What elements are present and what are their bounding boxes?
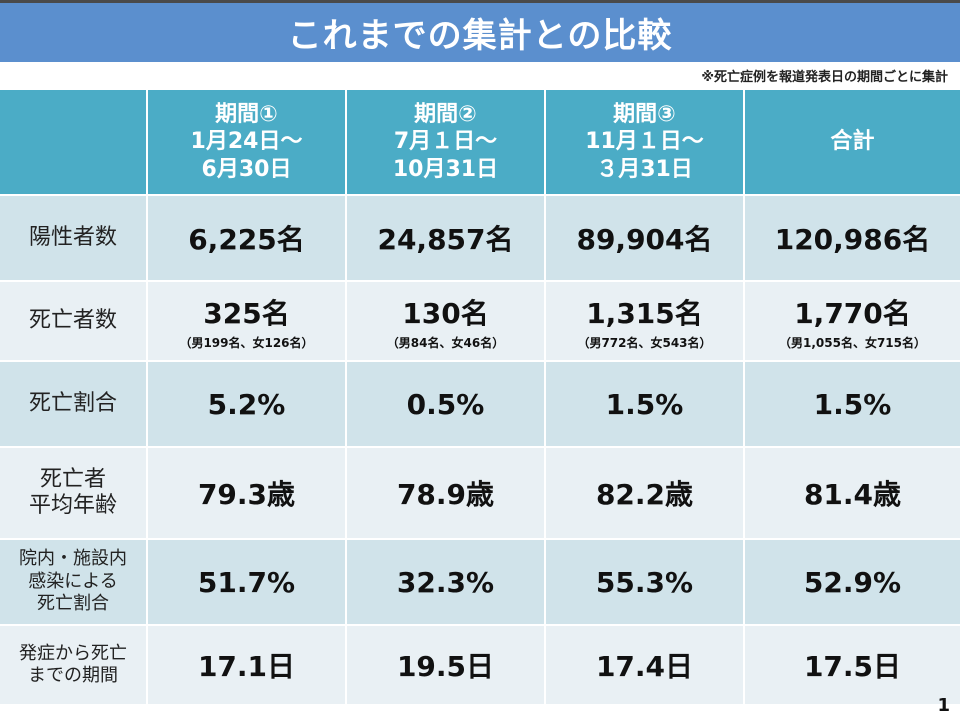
row-label-line: までの期間 bbox=[28, 665, 118, 686]
table-cell: 82.2歳 bbox=[546, 448, 745, 540]
table-cell: 17.4日 bbox=[546, 626, 745, 706]
cell-value: 1.5% bbox=[813, 387, 892, 421]
table-cell: 79.3歳 bbox=[148, 448, 347, 540]
table-cell: 17.5日 bbox=[745, 626, 960, 706]
table-row-facility-infection: 院内・施設内 感染による 死亡割合 51.7% 32.3% 55.3% 52.9… bbox=[0, 540, 960, 626]
header-period-1: 期間① 1月24日～ 6月30日 bbox=[148, 90, 347, 196]
table-cell: 5.2% bbox=[148, 362, 347, 448]
header-label: 合計 bbox=[830, 129, 875, 155]
header-period-2: 期間② 7月１日～ 10月31日 bbox=[347, 90, 546, 196]
cell-value: 17.5日 bbox=[803, 650, 902, 683]
table-cell: 81.4歳 bbox=[745, 448, 960, 540]
comparison-table: 期間① 1月24日～ 6月30日 期間② 7月１日～ 10月31日 期間③ 11… bbox=[0, 90, 960, 706]
header-range-start: 11月１日～ bbox=[585, 129, 704, 155]
cell-value: 52.9% bbox=[803, 565, 902, 599]
table-cell: 130名 （男84名、女46名） bbox=[347, 282, 546, 362]
table-cell: 24,857名 bbox=[347, 196, 546, 282]
cell-subvalue: （男199名、女126名） bbox=[179, 335, 314, 350]
corner-cell bbox=[0, 90, 148, 196]
row-label: 院内・施設内 感染による 死亡割合 bbox=[0, 540, 148, 626]
table-cell: 325名 （男199名、女126名） bbox=[148, 282, 347, 362]
table-cell: 1.5% bbox=[745, 362, 960, 448]
row-label-line: 死亡割合 bbox=[37, 593, 109, 615]
header-range-start: 1月24日～ bbox=[190, 129, 303, 155]
header-range-end: 6月30日 bbox=[201, 156, 292, 182]
table-cell: 55.3% bbox=[546, 540, 745, 626]
row-label: 陽性者数 bbox=[0, 196, 148, 282]
row-label-line: 感染による bbox=[28, 570, 118, 592]
row-label: 死亡割合 bbox=[0, 362, 148, 448]
cell-value: 17.1日 bbox=[197, 650, 296, 683]
header-range-end: 10月31日 bbox=[392, 156, 499, 182]
page-number: 1 bbox=[937, 695, 950, 716]
cell-value: 51.7% bbox=[197, 565, 296, 599]
table-header-row: 期間① 1月24日～ 6月30日 期間② 7月１日～ 10月31日 期間③ 11… bbox=[0, 90, 960, 196]
cell-value: 120,986名 bbox=[774, 223, 931, 256]
page-title: これまでの集計との比較 bbox=[287, 16, 673, 56]
table-cell: 51.7% bbox=[148, 540, 347, 626]
header-range-start: 7月１日～ bbox=[393, 129, 498, 155]
table-cell: 1,315名 （男772名、女543名） bbox=[546, 282, 745, 362]
table-cell: 6,225名 bbox=[148, 196, 347, 282]
title-bar: これまでの集計との比較 bbox=[0, 0, 960, 62]
row-label-line: 院内・施設内 bbox=[19, 548, 127, 570]
header-total: 合計 bbox=[745, 90, 960, 196]
row-label: 死亡者数 bbox=[0, 282, 148, 362]
row-label-line: 死亡者 bbox=[39, 466, 106, 492]
cell-subvalue: （男1,055名、女715名） bbox=[778, 335, 926, 350]
cell-subvalue: （男84名、女46名） bbox=[386, 335, 505, 350]
header-range-end: ３月31日 bbox=[596, 156, 693, 182]
cell-value: 1,315名 bbox=[586, 296, 703, 330]
footnote: ※死亡症例を報道発表日の期間ごとに集計 bbox=[701, 70, 948, 85]
cell-value: 130名 bbox=[402, 296, 489, 330]
table-cell: 120,986名 bbox=[745, 196, 960, 282]
table-cell: 17.1日 bbox=[148, 626, 347, 706]
cell-value: 1.5% bbox=[605, 387, 684, 421]
cell-value: 1,770名 bbox=[794, 296, 911, 330]
row-label: 死亡者 平均年齢 bbox=[0, 448, 148, 540]
cell-value: 0.5% bbox=[406, 387, 485, 421]
header-label: 期間② bbox=[414, 101, 477, 127]
cell-value: 6,225名 bbox=[188, 223, 305, 256]
table-cell: 78.9歳 bbox=[347, 448, 546, 540]
table-cell: 1,770名 （男1,055名、女715名） bbox=[745, 282, 960, 362]
table-cell: 32.3% bbox=[347, 540, 546, 626]
table-cell: 0.5% bbox=[347, 362, 546, 448]
cell-value: 19.5日 bbox=[396, 650, 495, 683]
table-row-average-age: 死亡者 平均年齢 79.3歳 78.9歳 82.2歳 81.4歳 bbox=[0, 448, 960, 540]
header-label: 期間③ bbox=[613, 101, 676, 127]
cell-value: 89,904名 bbox=[576, 223, 713, 256]
table-row-onset-to-death: 発症から死亡 までの期間 17.1日 19.5日 17.4日 17.5日 bbox=[0, 626, 960, 706]
row-label: 発症から死亡 までの期間 bbox=[0, 626, 148, 706]
table-row-deaths: 死亡者数 325名 （男199名、女126名） 130名 （男84名、女46名） 1… bbox=[0, 282, 960, 362]
header-period-3: 期間③ 11月１日～ ３月31日 bbox=[546, 90, 745, 196]
table-cell: 52.9% bbox=[745, 540, 960, 626]
cell-value: 55.3% bbox=[595, 565, 694, 599]
cell-value: 82.2歳 bbox=[595, 478, 694, 511]
header-label: 期間① bbox=[215, 101, 278, 127]
cell-value: 78.9歳 bbox=[396, 478, 495, 511]
row-label-line: 平均年齢 bbox=[28, 493, 117, 518]
cell-subvalue: （男772名、女543名） bbox=[577, 335, 712, 350]
cell-value: 5.2% bbox=[207, 387, 286, 421]
table-cell: 1.5% bbox=[546, 362, 745, 448]
table-cell: 19.5日 bbox=[347, 626, 546, 706]
cell-value: 24,857名 bbox=[377, 223, 514, 256]
table-row-positive: 陽性者数 6,225名 24,857名 89,904名 120,986名 bbox=[0, 196, 960, 282]
cell-value: 81.4歳 bbox=[803, 478, 902, 511]
cell-value: 325名 bbox=[203, 296, 290, 330]
cell-value: 32.3% bbox=[396, 565, 495, 599]
cell-value: 79.3歳 bbox=[197, 478, 296, 511]
cell-value: 17.4日 bbox=[595, 650, 694, 683]
table-cell: 89,904名 bbox=[546, 196, 745, 282]
row-label-line: 発症から死亡 bbox=[19, 642, 127, 664]
table-row-death-rate: 死亡割合 5.2% 0.5% 1.5% 1.5% bbox=[0, 362, 960, 448]
